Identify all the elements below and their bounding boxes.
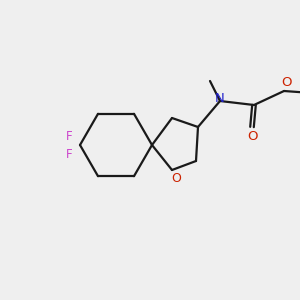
Text: O: O	[171, 172, 181, 185]
Text: O: O	[247, 130, 257, 143]
Text: F: F	[66, 130, 72, 142]
Text: O: O	[281, 76, 291, 88]
Text: F: F	[66, 148, 72, 160]
Text: N: N	[215, 92, 225, 106]
